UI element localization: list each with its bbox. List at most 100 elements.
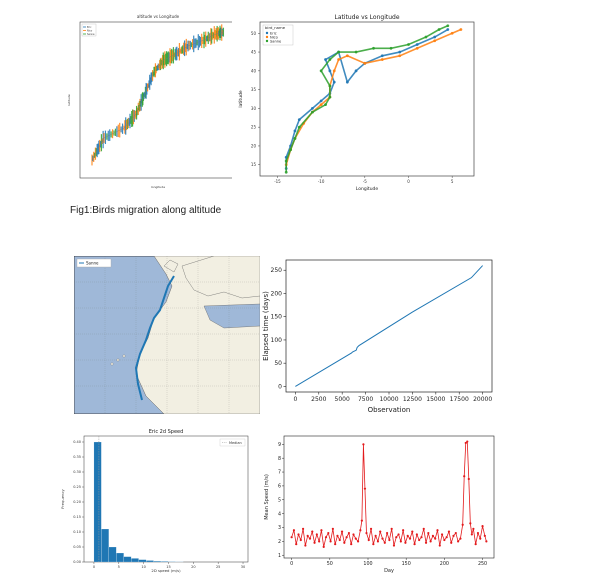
histogram-bar <box>101 528 109 563</box>
series-point <box>295 543 298 546</box>
series-point <box>389 46 393 50</box>
y-tick-label: 150 <box>271 314 283 321</box>
series-line <box>285 28 462 165</box>
series-point <box>450 31 454 35</box>
series-point <box>362 443 365 446</box>
series-point <box>297 118 301 122</box>
x-tick-label: 5 <box>118 565 120 569</box>
track-line <box>91 31 225 161</box>
x-tick-label: 7500 <box>358 396 373 403</box>
series-point <box>289 148 292 152</box>
series-point <box>308 537 312 540</box>
series-point <box>311 106 314 110</box>
y-tick-label: 0.15 <box>73 515 81 519</box>
legend-label: Eric <box>270 31 277 35</box>
series-point <box>481 525 484 528</box>
series-point <box>324 536 328 539</box>
y-tick-label: 20 <box>251 143 257 148</box>
x-tick-label: -10 <box>318 179 325 184</box>
series-point <box>447 530 451 533</box>
y-tick-label: 0.00 <box>73 560 81 564</box>
series-point <box>359 529 362 532</box>
x-tick-label: 30 <box>241 565 245 569</box>
series-point <box>433 39 437 43</box>
series-point <box>402 529 405 532</box>
x-tick-label: 20000 <box>473 396 492 403</box>
series-point <box>408 537 412 540</box>
y-axis-label: Mean Speed (m/s) <box>264 474 270 520</box>
chart-title: Eric 2d Speed <box>149 429 184 435</box>
series-point <box>434 537 437 540</box>
series-point <box>338 538 341 542</box>
series-point <box>431 534 435 537</box>
x-tick-label: 0 <box>407 179 410 184</box>
series-point <box>459 537 462 540</box>
series-point <box>319 69 323 73</box>
series-point <box>299 538 302 542</box>
y-tick-label: 50 <box>251 31 257 36</box>
y-tick-label: 3 <box>278 525 281 531</box>
series-point <box>446 24 450 28</box>
series-point <box>319 99 323 103</box>
x-tick-label: 150 <box>402 561 411 567</box>
series-point <box>332 80 336 84</box>
series-point <box>372 46 375 50</box>
series-point <box>415 43 419 46</box>
series-point <box>411 530 414 533</box>
series-point <box>320 529 323 532</box>
series-point <box>474 543 477 546</box>
y-tick-label: 0.40 <box>73 440 81 444</box>
x-tick-label: 2500 <box>311 396 326 403</box>
series-point <box>367 538 370 542</box>
series-point <box>407 43 410 46</box>
series-point <box>292 529 296 532</box>
series-point <box>328 58 332 61</box>
y-tick-label: 0.25 <box>73 485 81 489</box>
series-point <box>476 531 480 535</box>
x-tick-label: 50 <box>327 561 333 567</box>
series-point <box>328 69 332 73</box>
chart-title: altitude vs Longitude <box>137 14 180 19</box>
legend-swatch <box>265 35 269 39</box>
x-tick-label: 15000 <box>426 396 445 403</box>
altitude-longitude-chart: altitude vs Longitude longitude latitude Er… <box>64 10 246 190</box>
series-point <box>385 531 389 535</box>
series-point <box>427 531 430 535</box>
series-point <box>343 541 346 544</box>
plot-frame <box>83 435 249 563</box>
series-point <box>354 50 358 54</box>
x-tick-label: -15 <box>274 179 281 184</box>
series-point <box>433 35 437 39</box>
x-tick-label: 100 <box>363 561 372 567</box>
series-point <box>363 487 367 490</box>
series-point <box>374 534 377 537</box>
series-point <box>479 537 482 540</box>
y-tick-label: 4 <box>278 511 281 517</box>
series-point <box>415 46 419 50</box>
series-point <box>443 538 446 542</box>
series-point <box>483 534 486 537</box>
y-tick-label: 0.05 <box>73 545 81 549</box>
series-point <box>319 103 323 107</box>
map-island <box>110 362 114 366</box>
y-tick-label: 40 <box>251 68 257 73</box>
speed-histogram: Eric 2d Speed 0 5 10 15 20 25 30 0.00 0.05 0.10 0.1… <box>58 426 254 576</box>
y-tick-label: 35 <box>251 87 257 92</box>
series-point <box>461 523 464 526</box>
x-tick-label: 0 <box>290 561 293 567</box>
series-point <box>381 537 384 540</box>
series-point <box>284 170 288 174</box>
series-point <box>424 35 428 39</box>
x-axis-label: longitude <box>151 185 165 189</box>
series-point <box>337 50 341 54</box>
series-point <box>472 527 475 530</box>
y-tick-label: 0.10 <box>73 530 81 534</box>
x-axis-label: 2D speed (m/s) <box>151 568 181 573</box>
y-axis-label: Frequency <box>60 488 65 508</box>
legend-swatch <box>265 39 269 43</box>
series-point <box>328 84 332 88</box>
x-axis-label: Longitude <box>356 186 379 192</box>
series-point <box>436 529 439 532</box>
series-point <box>372 543 375 546</box>
series-point <box>464 441 467 445</box>
